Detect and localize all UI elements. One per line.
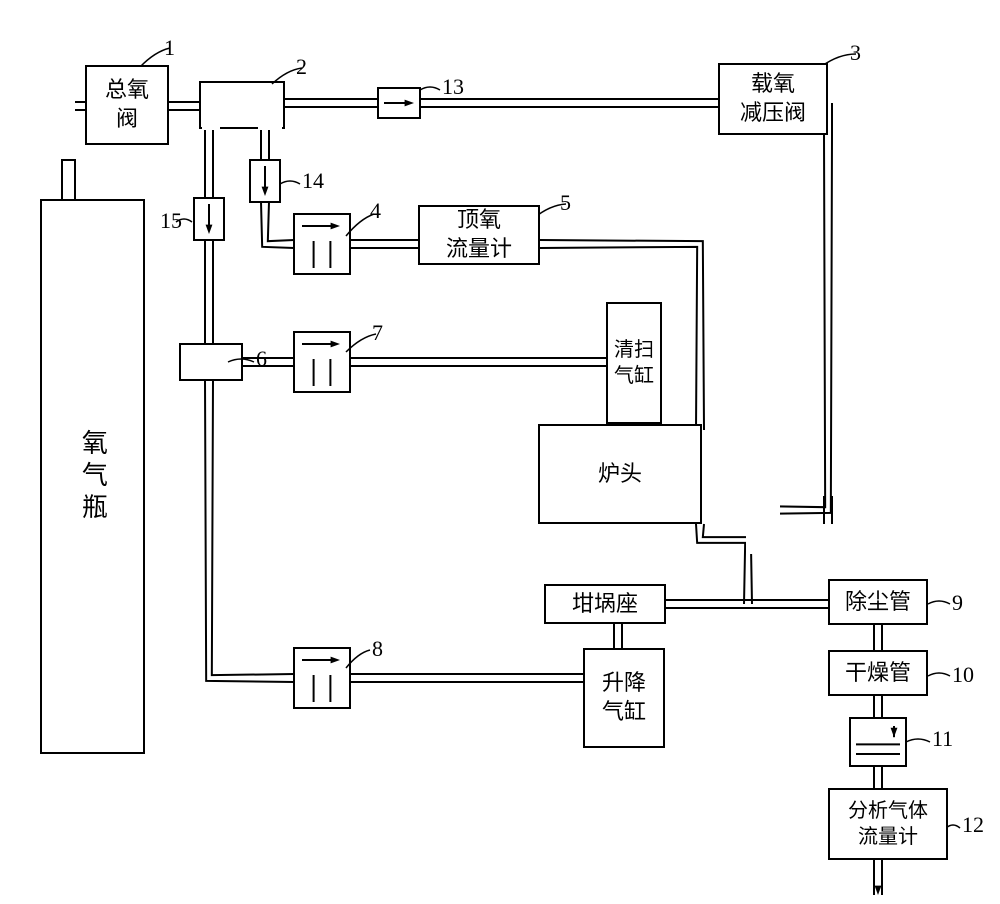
label-10: 10 bbox=[952, 662, 974, 688]
total_o2_valve-label: 总氧阀 bbox=[105, 76, 149, 133]
label-3: 3 bbox=[850, 40, 861, 66]
label-5: 5 bbox=[560, 190, 571, 216]
label-11: 11 bbox=[932, 726, 953, 752]
label-2: 2 bbox=[296, 54, 307, 80]
label-6: 6 bbox=[256, 346, 267, 372]
label-1: 1 bbox=[164, 35, 175, 61]
label-13: 13 bbox=[442, 74, 464, 100]
cleaning_cyl-label: 清扫气缸 bbox=[614, 337, 654, 389]
crucible_seat: 坩埚座 bbox=[544, 584, 666, 624]
crucible_seat-label: 坩埚座 bbox=[572, 590, 638, 619]
total_o2_valve: 总氧阀 bbox=[85, 65, 169, 145]
label-4: 4 bbox=[370, 198, 381, 224]
analysis_flow: 分析气体流量计 bbox=[828, 788, 948, 860]
label-12: 12 bbox=[962, 812, 984, 838]
furnace_head-label: 炉头 bbox=[598, 460, 642, 489]
dust_pipe: 除尘管 bbox=[828, 579, 928, 625]
dust_pipe-label: 除尘管 bbox=[845, 588, 911, 617]
label-15: 15 bbox=[160, 208, 182, 234]
top_o2_flow-label: 顶氧流量计 bbox=[446, 206, 512, 263]
label-8: 8 bbox=[372, 636, 383, 662]
carrier_valve: 载氧减压阀 bbox=[718, 63, 828, 135]
dry_pipe-label: 干燥管 bbox=[845, 659, 911, 688]
dry_pipe: 干燥管 bbox=[828, 650, 928, 696]
label-7: 7 bbox=[372, 320, 383, 346]
oxygen_bottle: 氧气瓶 bbox=[40, 199, 145, 754]
top_o2_flow: 顶氧流量计 bbox=[418, 205, 540, 265]
carrier_valve-label: 载氧减压阀 bbox=[740, 70, 806, 127]
furnace_head: 炉头 bbox=[538, 424, 702, 524]
lift_cyl-label: 升降气缸 bbox=[602, 669, 646, 726]
analysis_flow-label: 分析气体流量计 bbox=[848, 798, 928, 850]
oxygen_bottle-label: 氧气瓶 bbox=[76, 429, 110, 525]
label-14: 14 bbox=[302, 168, 324, 194]
lift_cyl: 升降气缸 bbox=[583, 648, 665, 748]
label-9: 9 bbox=[952, 590, 963, 616]
cleaning_cyl: 清扫气缸 bbox=[606, 302, 662, 424]
